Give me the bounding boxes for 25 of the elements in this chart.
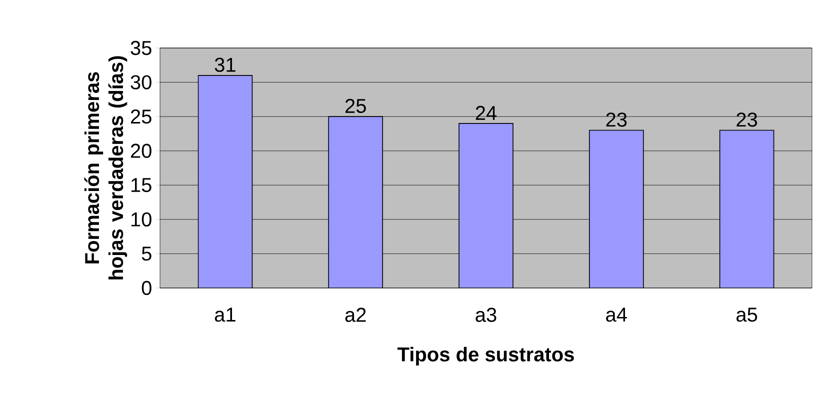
bar [328, 116, 383, 288]
y-tick-label: 25 [130, 109, 152, 124]
y-tick-label: 10 [131, 212, 152, 226]
bar [198, 75, 253, 288]
x-tick-label: a1 [214, 308, 236, 322]
y-tick-label: 20 [130, 144, 152, 158]
y-tick-label: 35 [130, 40, 152, 56]
data-label: 25 [345, 98, 366, 114]
y-axis-title: Formación primeras hojas verdaderas (días) [84, 56, 128, 280]
y-tick-label: 15 [131, 178, 152, 192]
data-label: 24 [476, 106, 497, 120]
data-label: 23 [736, 112, 758, 127]
x-tick-label: a4 [606, 308, 627, 322]
data-label: 23 [606, 112, 627, 127]
bar [458, 123, 514, 288]
bar [719, 130, 774, 288]
x-tick-label: a2 [345, 308, 366, 322]
y-tick-label: 5 [142, 246, 152, 261]
x-tick-label: a5 [736, 308, 758, 322]
y-tick-label: 0 [142, 280, 152, 296]
data-label: 31 [214, 58, 236, 72]
x-axis-title: Tipos de sustratos [397, 346, 574, 366]
bar [588, 130, 644, 288]
y-tick-label: 30 [130, 75, 152, 90]
x-tick-label: a3 [476, 308, 496, 322]
